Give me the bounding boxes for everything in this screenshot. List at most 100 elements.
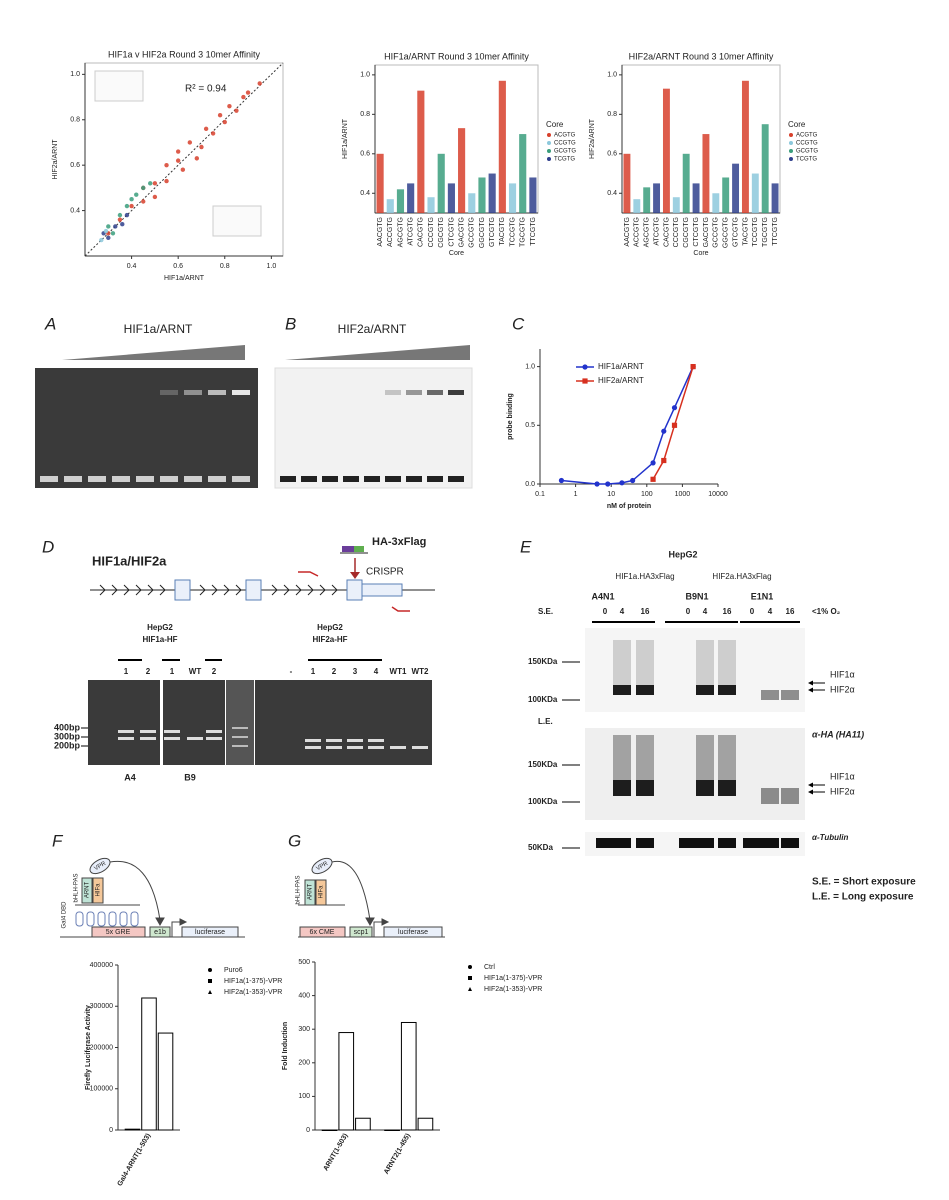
- x-tick-label: 10000: [708, 491, 728, 498]
- band: [718, 838, 736, 848]
- point: [241, 94, 246, 100]
- x-tick-label: TCCGTG: [509, 217, 516, 247]
- band: [696, 838, 714, 848]
- marker: [208, 979, 212, 983]
- x-tick-label: AACGTG: [377, 217, 384, 247]
- strip: [508, 183, 517, 213]
- y-tick-label: 100000: [90, 1086, 113, 1093]
- time-label: 4: [768, 607, 773, 616]
- legend-title: Core: [546, 120, 564, 129]
- bar: [141, 997, 157, 1131]
- band: [160, 476, 178, 482]
- strip: [417, 90, 425, 213]
- legend-label: GCGTG: [554, 149, 576, 155]
- strip: [662, 88, 670, 213]
- band: [347, 739, 363, 742]
- chevron: [331, 584, 338, 596]
- gel-splice: [160, 680, 163, 765]
- x-tick-label: TTCGTG: [530, 217, 537, 246]
- x-tick-label: CGCGTG: [683, 217, 690, 248]
- chevron: [283, 584, 290, 596]
- band: [385, 476, 401, 482]
- strip: [376, 153, 384, 213]
- x-axis-label: HIF1a/ARNT: [164, 275, 205, 282]
- lane-label: 2: [212, 667, 217, 676]
- band: [781, 690, 799, 700]
- lane-label: 2: [146, 667, 151, 676]
- chevron: [235, 584, 242, 596]
- antibody-label: α-HA (HA11): [812, 729, 864, 739]
- domain-label: bHLH-PAS: [296, 876, 302, 905]
- marker-label: 100KDa: [528, 797, 558, 806]
- y-tick-label: 300000: [90, 1003, 113, 1010]
- element-label: luciferase: [398, 929, 428, 936]
- band: [427, 476, 443, 482]
- domain-label: VPR: [93, 860, 107, 872]
- y-tick-label: 1.0: [360, 72, 370, 79]
- strip: [672, 197, 680, 213]
- x-tick-label: Gal4-ARNT(1-503): [117, 1132, 153, 1187]
- band: [118, 737, 134, 740]
- y-tick-label: 100: [298, 1093, 310, 1100]
- band: [305, 746, 321, 749]
- marker: [468, 987, 472, 991]
- y-tick-label: 0.4: [70, 207, 80, 214]
- marker: [650, 476, 656, 482]
- band: [206, 730, 222, 733]
- strip: [682, 153, 690, 213]
- y-tick-label: 1.0: [70, 71, 80, 78]
- lane-label: 2: [332, 667, 337, 676]
- band: [743, 838, 761, 848]
- strip: [519, 134, 527, 213]
- band: [406, 476, 422, 482]
- panel-label: B: [285, 314, 296, 333]
- marker: [630, 477, 636, 484]
- x-tick-label: GCCGTG: [713, 217, 720, 248]
- x-tick-label: 0.1: [535, 491, 545, 498]
- smear: [636, 640, 654, 685]
- smear: [613, 735, 631, 780]
- band: [427, 390, 443, 395]
- y-tick-label: 0.6: [607, 151, 617, 158]
- point: [152, 194, 158, 200]
- point: [117, 212, 123, 218]
- x-tick-label: CTCGTG: [448, 217, 455, 247]
- smear: [718, 735, 736, 780]
- protein-label: HIF1α: [830, 771, 855, 781]
- band: [761, 690, 779, 700]
- point: [164, 162, 169, 168]
- protein-label: HIF2α: [830, 684, 855, 694]
- point: [234, 108, 239, 113]
- antibody-label: α-Tubulin: [812, 833, 848, 842]
- bar: [157, 1032, 174, 1131]
- band: [118, 730, 134, 733]
- element-label: 6x CME: [310, 929, 335, 936]
- lane-label: WT1: [390, 667, 407, 676]
- exposure-label: S.E.: [538, 607, 553, 616]
- y-tick-label: 400000: [90, 962, 113, 969]
- x-tick-label: CACGTG: [663, 217, 670, 247]
- x-tick-label: TGCGTG: [520, 217, 527, 247]
- panel-label: A: [44, 314, 56, 333]
- y-axis-label: Firefly Luciferase Activity: [85, 1005, 92, 1090]
- gene-title: HIF1a/HIF2a: [92, 553, 167, 568]
- y-tick-label: 0: [306, 1127, 310, 1134]
- y-tick-label: 200: [298, 1060, 310, 1067]
- lane-label: WT: [189, 667, 202, 676]
- smear: [636, 735, 654, 780]
- x-tick-label: ACCGTG: [387, 217, 394, 247]
- band: [412, 746, 428, 749]
- smear: [718, 640, 736, 685]
- legend-label: HIF2a(1-353)-VPR: [484, 986, 542, 993]
- clone-label: A4: [124, 772, 136, 782]
- x-tick-label: TCCGTG: [752, 217, 759, 247]
- crispr-label: CRISPR: [366, 567, 404, 578]
- gene-diagram: [90, 546, 435, 612]
- chevron: [223, 584, 230, 596]
- chevron: [111, 584, 118, 596]
- point: [117, 217, 123, 222]
- band: [696, 685, 714, 695]
- point: [141, 185, 146, 191]
- emsa-gel: [35, 368, 258, 488]
- point: [222, 119, 227, 125]
